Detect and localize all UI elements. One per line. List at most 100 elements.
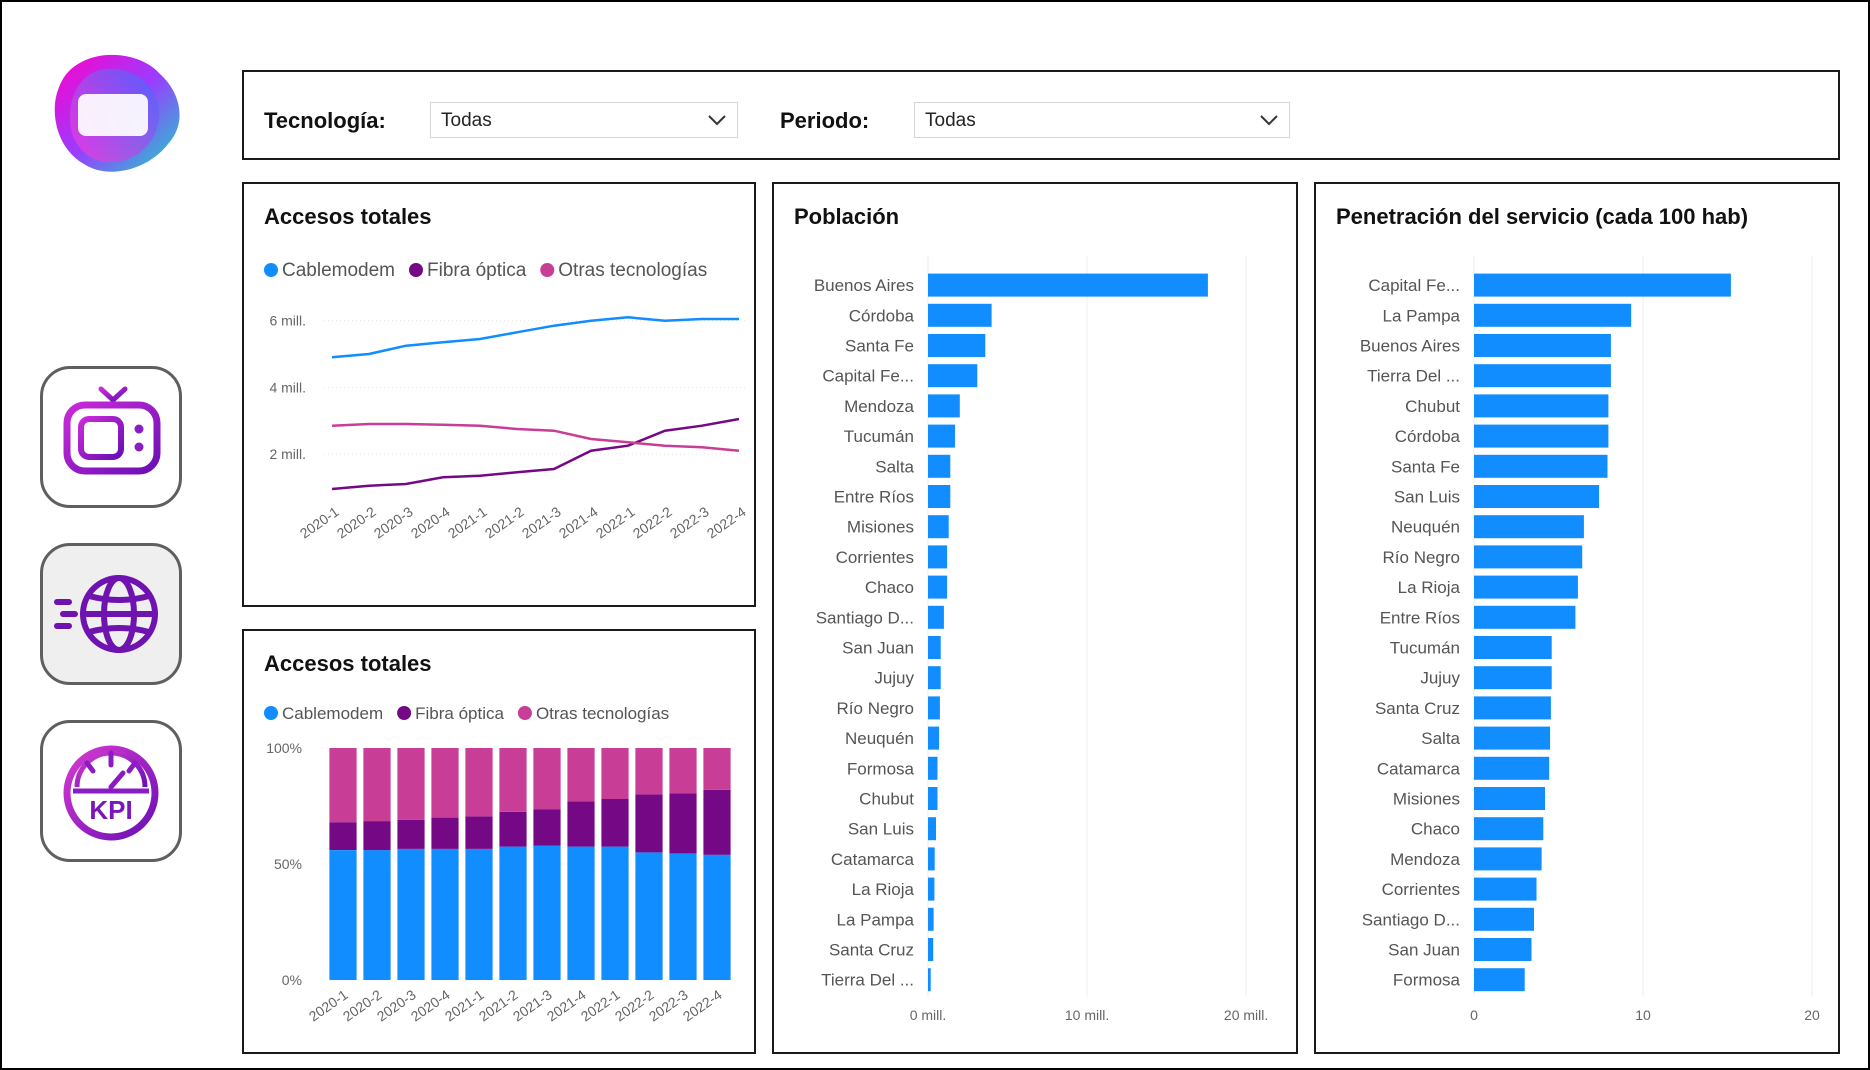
x-tick-label: 2022-2 [630,503,675,541]
category-label: Chubut [859,790,914,809]
nav-button-internet[interactable] [40,543,182,685]
bar [1474,847,1542,871]
bar [928,907,934,931]
stacked-bar-segment [363,850,391,980]
poblacion-chart-panel: Población 0 mill. 10 mill. 20 mill. Buenos … [772,182,1298,1054]
category-label: Chaco [1411,820,1460,839]
bar [928,787,938,810]
x-tick-label: 0 mill. [910,1007,947,1023]
globe-icon [54,575,158,653]
legend-marker [397,706,412,720]
dropdown-tecnologia[interactable]: Todas [430,102,738,138]
y-tick-label: 0% [282,972,302,988]
category-label: Tucumán [844,427,914,446]
x-tick-label: 2022-3 [667,503,712,541]
bar [928,605,944,629]
category-label: La Rioja [852,880,915,899]
category-label: Santiago D... [1362,910,1460,929]
x-tick-label: 2021-4 [556,503,601,541]
legend-entry: Otras tecnologías [558,260,707,281]
bar [928,877,935,901]
category-label: Corrientes [1382,880,1460,899]
category-label: La Pampa [1383,306,1461,325]
category-label: Neuquén [1391,518,1460,537]
x-tick-label: 2022-4 [680,986,725,1024]
bar [928,938,934,961]
legend-marker [540,263,555,277]
category-label: Santa Cruz [829,941,914,960]
x-tick-label: 2020-2 [334,503,379,541]
stacked-bar-segment [567,748,595,802]
stacked-bar-segment [533,748,561,810]
legend-marker [517,706,532,720]
bar [928,303,992,327]
bar [1474,877,1537,901]
bar [1474,756,1550,780]
stacked-bar-segment [465,816,493,849]
penetracion-bar-chart: 0 10 20 Capital Fe... La Pampa Buenos Aires Ti… [1360,256,1820,1023]
kpi-icon: KPI [63,745,159,841]
bar [928,666,941,690]
x-tick-label: 0 [1470,1007,1478,1023]
chevron-down-icon [708,115,726,126]
bar [1474,968,1525,992]
bar [1474,636,1552,659]
category-label: Misiones [847,518,914,537]
stacked-bar-segment [533,845,561,980]
category-label: Río Negro [837,699,914,718]
category-label: Misiones [1393,790,1460,809]
category-label: Córdoba [849,306,915,325]
category-label: Catamarca [831,850,915,869]
nav-button-kpi[interactable]: KPI [40,720,182,862]
category-label: Santa Fe [1391,457,1460,476]
legend-marker [264,263,278,277]
category-label: San Juan [842,639,914,658]
x-tick-label: 2021-2 [482,503,527,541]
stacked-chart-panel: Accesos totales Cablemodem Fibra óptica Ot… [242,629,756,1054]
bar [928,364,978,388]
nav-button-tv[interactable] [40,366,182,508]
stacked-bar-segment [669,793,697,854]
stacked-bar-segment [567,846,595,980]
filter-bar: Tecnología: Todas Periodo: Todas [242,70,1840,160]
category-label: Corrientes [836,548,914,567]
filter-label-periodo: Periodo: [780,108,870,133]
stacked-bar-segment [703,748,731,790]
stacked-chart-title: Accesos totales [264,651,432,676]
stacked-bar-segment [329,850,357,980]
series-line [331,316,739,359]
stacked-bar-segment [533,809,561,846]
category-label: Buenos Aires [814,276,914,295]
legend-entry: Otras tecnologías [536,704,669,723]
bar [1474,394,1609,418]
poblacion-chart-title: Población [794,204,900,229]
x-tick-label: 20 [1804,1007,1820,1023]
dropdown-periodo[interactable]: Todas [914,102,1290,138]
legend-entry: Cablemodem [282,260,395,281]
stacked-bar-segment [363,821,391,851]
stacked-bar-segment [431,748,459,818]
filter-label-tecnologia: Tecnología: [264,108,386,133]
bar [928,515,949,539]
legend-entry: Fibra óptica [427,260,527,281]
stacked-bar-segment [397,748,425,820]
x-tick-label: 2021-3 [519,503,564,541]
stacked-bar-segment [329,822,357,850]
y-tick-label: 6 mill. [269,313,306,329]
bar [928,485,951,508]
tv-icon [63,386,161,475]
category-label: Formosa [1393,971,1461,990]
legend-marker [264,706,278,720]
bar [928,424,955,448]
stacked-bar-segment [499,748,527,812]
x-tick-label: 2022-1 [593,503,638,541]
category-label: Tierra Del ... [821,971,914,990]
bar [928,817,936,841]
stacked-bar-segment [703,854,731,980]
stacked-bar-segment [635,748,663,795]
y-tick-label: 4 mill. [269,379,306,395]
x-tick-label: 2021-1 [445,503,490,541]
category-label: Tucumán [1390,639,1460,658]
bar [1474,726,1551,750]
